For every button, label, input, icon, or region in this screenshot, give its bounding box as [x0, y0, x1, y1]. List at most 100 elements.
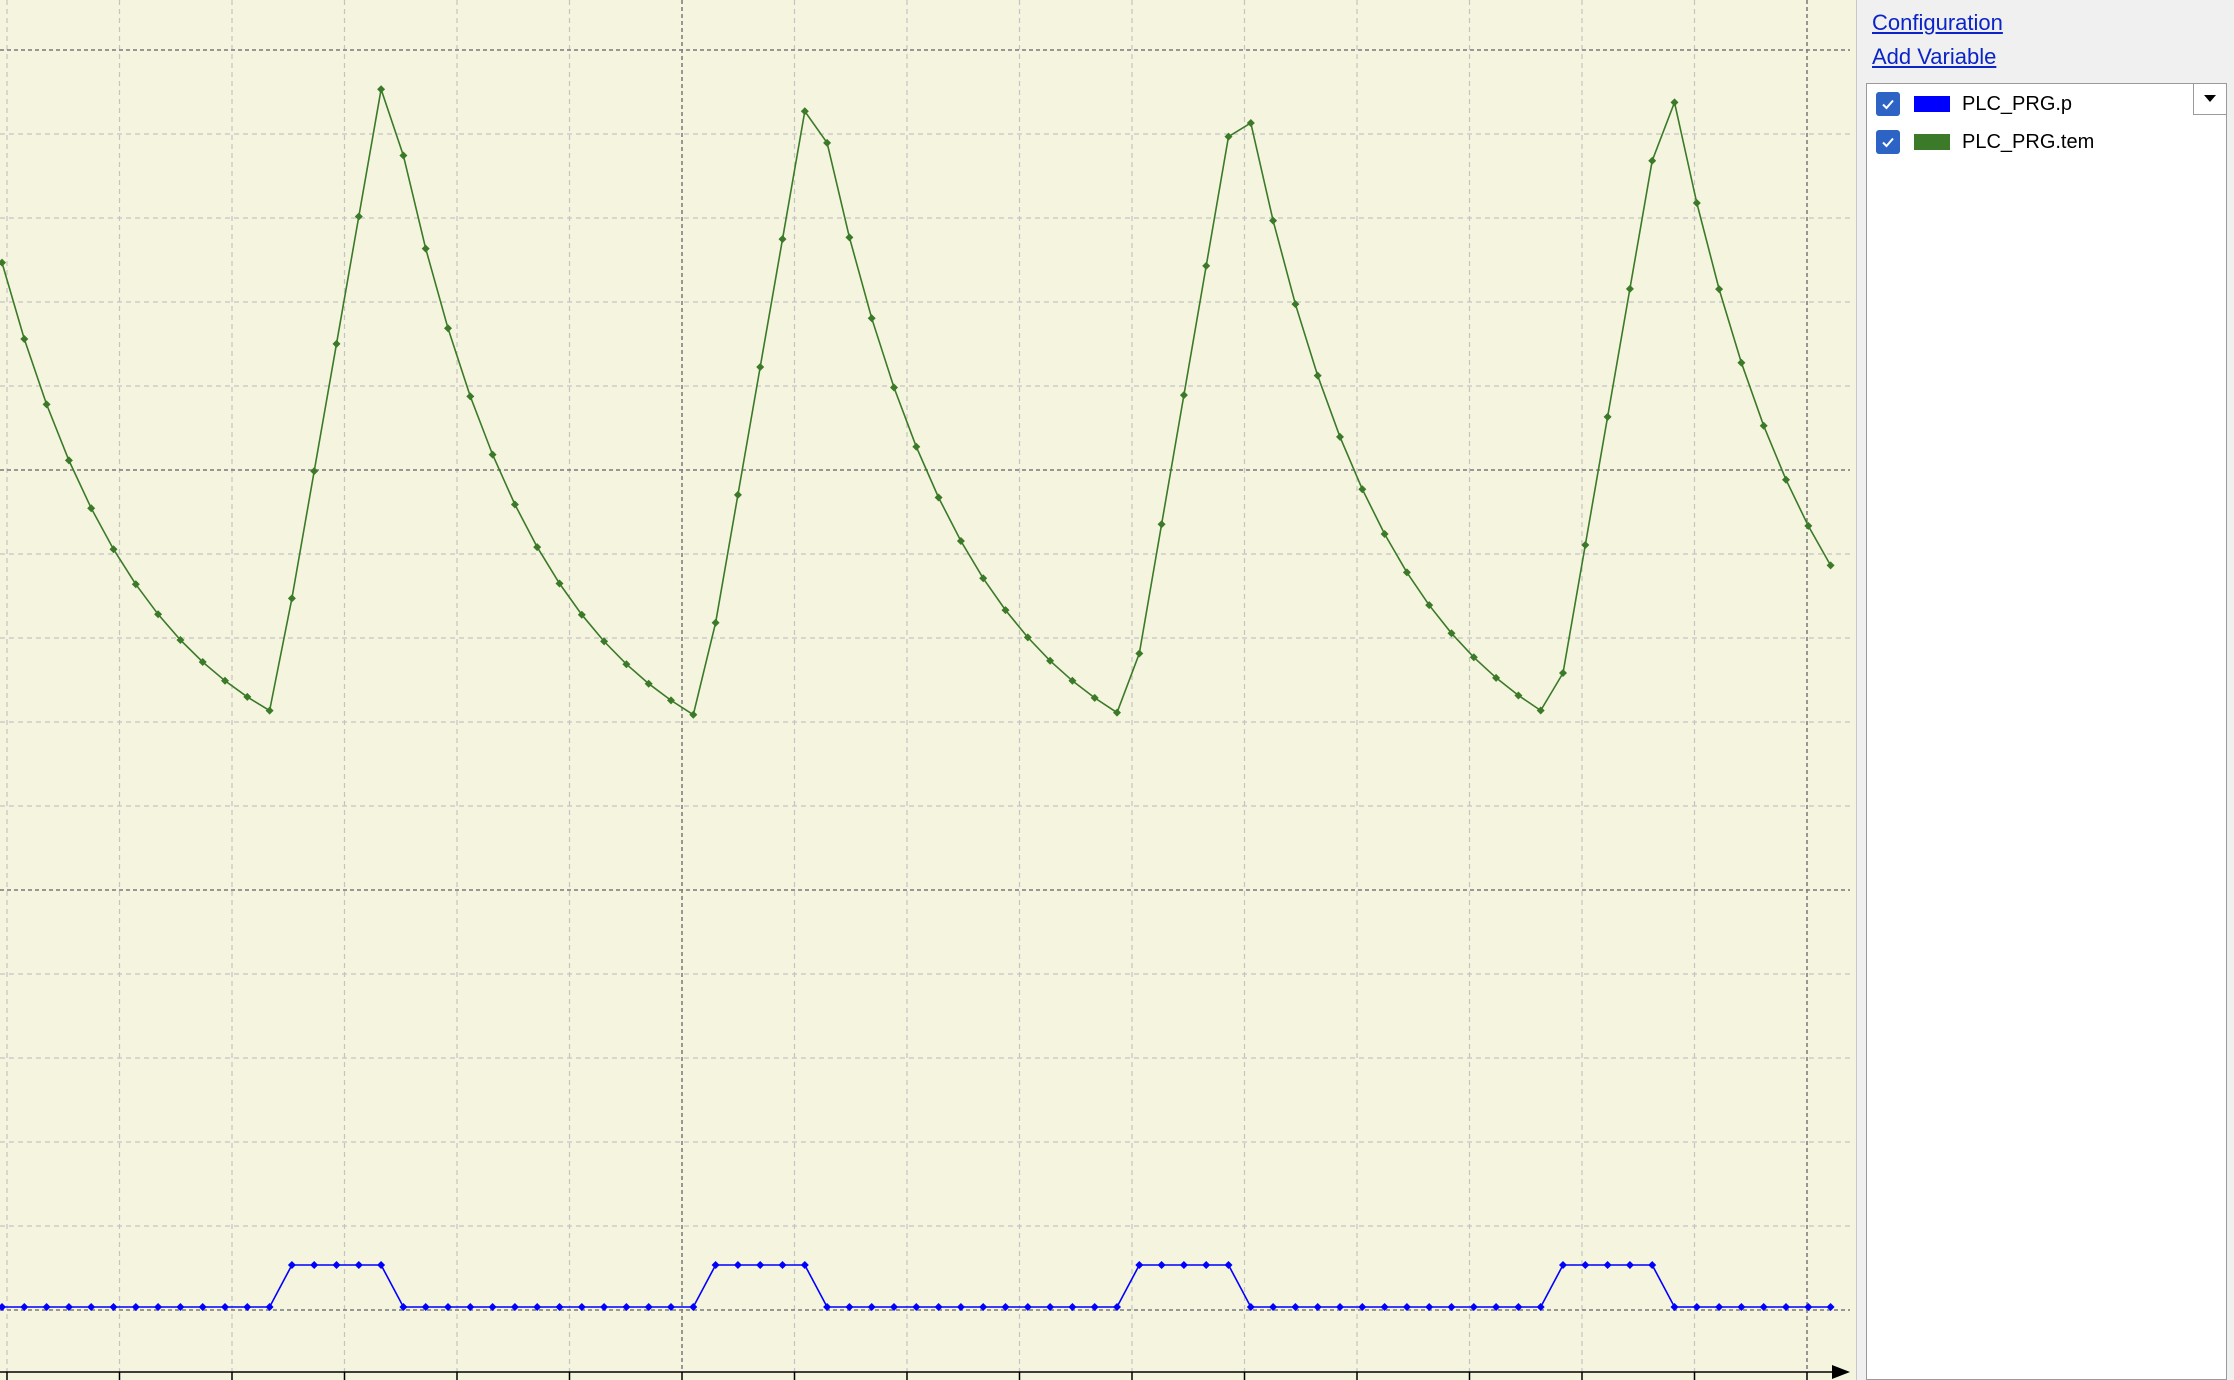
- data-point-tem: [689, 710, 698, 719]
- data-point-p: [1023, 1303, 1032, 1311]
- data-point-p: [154, 1303, 163, 1311]
- data-point-p: [1113, 1303, 1121, 1311]
- add-variable-link[interactable]: Add Variable: [1872, 44, 1997, 69]
- data-point-p: [1046, 1303, 1055, 1311]
- data-point-tem: [1692, 198, 1701, 207]
- data-point-p: [667, 1303, 675, 1311]
- data-point-tem: [1425, 601, 1434, 610]
- data-point-p: [488, 1303, 497, 1311]
- data-point-p: [1804, 1303, 1813, 1311]
- data-point-p: [711, 1261, 720, 1269]
- data-point-tem: [800, 107, 809, 116]
- data-point-tem: [1826, 561, 1835, 570]
- data-point-p: [221, 1303, 229, 1311]
- data-point-p: [1559, 1261, 1567, 1269]
- data-point-tem: [265, 706, 274, 715]
- data-point-p: [444, 1303, 452, 1311]
- data-point-tem: [1670, 98, 1679, 107]
- data-point-p: [1090, 1303, 1099, 1311]
- data-point-tem: [1090, 693, 1099, 702]
- data-point-tem: [332, 339, 341, 348]
- series-line-p: [2, 1264, 1831, 1308]
- data-point-tem: [1737, 358, 1746, 367]
- data-point-p: [1336, 1303, 1344, 1311]
- variable-row-tem[interactable]: PLC_PRG.tem: [1867, 127, 2187, 157]
- data-point-p: [1380, 1303, 1389, 1311]
- data-point-p: [1001, 1303, 1010, 1311]
- data-point-tem: [600, 637, 609, 646]
- data-point-p: [1135, 1261, 1144, 1269]
- data-point-tem: [488, 450, 497, 459]
- trace-plot-area[interactable]: [0, 0, 1856, 1380]
- data-point-p: [689, 1303, 698, 1311]
- series-line-tem: [1, 89, 1832, 716]
- data-point-p: [1625, 1261, 1634, 1269]
- data-point-p: [756, 1261, 765, 1269]
- variable-color-swatch: [1914, 134, 1950, 150]
- variable-row-p[interactable]: PLC_PRG.p: [1867, 89, 2187, 119]
- data-point-tem: [1581, 540, 1590, 549]
- data-point-tem: [555, 579, 564, 588]
- data-point-tem: [1514, 691, 1523, 700]
- data-point-p: [1514, 1303, 1523, 1311]
- data-point-tem: [1447, 629, 1456, 638]
- data-point-p: [510, 1303, 519, 1311]
- data-point-p: [1492, 1303, 1501, 1311]
- data-point-p: [555, 1303, 564, 1311]
- data-point-p: [1291, 1303, 1300, 1311]
- data-point-tem: [867, 314, 876, 323]
- data-point-tem: [823, 138, 832, 147]
- data-point-tem: [979, 574, 988, 583]
- data-point-tem: [287, 594, 296, 603]
- data-point-p: [109, 1303, 118, 1311]
- data-point-p: [1715, 1303, 1724, 1311]
- data-point-tem: [0, 258, 6, 267]
- data-point-p: [1782, 1303, 1790, 1311]
- data-point-p: [733, 1261, 742, 1269]
- data-point-tem: [310, 467, 319, 476]
- data-point-p: [1246, 1303, 1255, 1311]
- data-point-p: [622, 1303, 631, 1311]
- data-point-p: [131, 1303, 140, 1311]
- data-point-p: [1157, 1261, 1166, 1269]
- data-point-tem: [1135, 649, 1144, 658]
- data-point-p: [265, 1303, 274, 1311]
- data-point-p: [1179, 1261, 1188, 1269]
- data-point-p: [421, 1303, 430, 1311]
- data-point-tem: [1336, 432, 1344, 441]
- data-point-p: [912, 1303, 921, 1311]
- data-point-p: [354, 1261, 363, 1269]
- data-point-p: [64, 1303, 73, 1311]
- data-point-p: [377, 1261, 386, 1269]
- checkmark-icon[interactable]: [1876, 130, 1900, 154]
- data-point-tem: [1046, 656, 1055, 665]
- data-point-tem: [1269, 216, 1278, 225]
- data-point-tem: [577, 610, 586, 619]
- data-point-tem: [221, 676, 229, 685]
- data-point-p: [1224, 1261, 1233, 1269]
- data-point-p: [287, 1261, 296, 1269]
- data-point-tem: [1402, 568, 1411, 577]
- data-point-p: [176, 1303, 185, 1311]
- data-point-p: [1469, 1303, 1478, 1311]
- data-point-tem: [1001, 606, 1010, 615]
- data-point-tem: [1380, 530, 1389, 539]
- checkmark-icon[interactable]: [1876, 92, 1900, 116]
- data-point-tem: [845, 233, 854, 242]
- data-point-p: [1536, 1303, 1545, 1311]
- data-point-tem: [1536, 706, 1545, 715]
- data-point-p: [243, 1303, 252, 1311]
- data-point-p: [1581, 1261, 1590, 1269]
- data-point-p: [1648, 1261, 1657, 1269]
- data-point-p: [1759, 1303, 1768, 1311]
- data-point-p: [198, 1303, 207, 1311]
- data-point-tem: [667, 696, 675, 705]
- data-point-tem: [87, 504, 96, 513]
- variable-color-swatch: [1914, 96, 1950, 112]
- configuration-link[interactable]: Configuration: [1872, 10, 2003, 35]
- data-point-p: [1425, 1303, 1434, 1311]
- chevron-down-icon[interactable]: [2193, 84, 2226, 115]
- data-point-p: [310, 1261, 319, 1269]
- data-point-p: [1692, 1303, 1701, 1311]
- data-point-p: [600, 1303, 609, 1311]
